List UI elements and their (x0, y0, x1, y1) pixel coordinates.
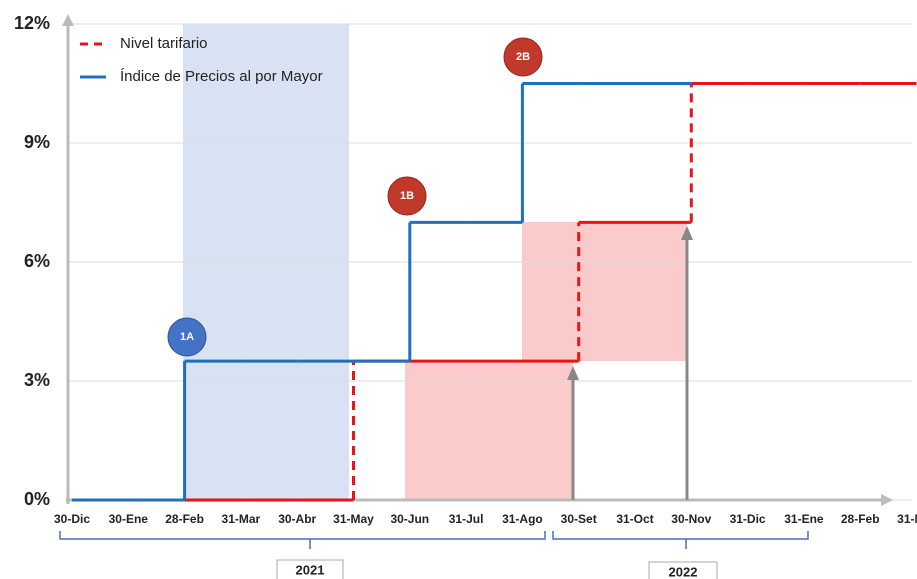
annotation-marker (167, 317, 207, 357)
y-axis-arrow (62, 14, 74, 26)
x-tick-label: 30-Ene (109, 512, 149, 526)
year-bracket (59, 531, 546, 549)
annotation-marker (503, 37, 543, 77)
y-tick-label: 0% (24, 489, 50, 509)
legend-label: Nivel tarifario (120, 35, 208, 52)
year-box (648, 561, 718, 579)
year-label: 2021 (296, 562, 325, 577)
x-tick-label: 31-Jul (449, 512, 484, 526)
y-tick-label: 6% (24, 251, 50, 271)
x-tick-label: 31-Dic (730, 512, 766, 526)
x-axis-arrow (881, 494, 893, 506)
x-tick-label: 31-Mar (222, 512, 261, 526)
x-tick-label: 31-Mar (897, 512, 917, 526)
y-tick-label: 9% (24, 132, 50, 152)
x-tick-label: 30-Jun (390, 512, 429, 526)
y-tick-label: 3% (24, 370, 50, 390)
shaded-region (405, 361, 573, 500)
x-tick-label: 30-Set (561, 512, 597, 526)
x-tick-label: 30-Abr (278, 512, 316, 526)
arrow-head (681, 226, 693, 240)
annotation: 1A (180, 331, 194, 343)
x-tick-label: 31-Ago (502, 512, 543, 526)
x-tick-label: 28-Feb (165, 512, 204, 526)
annotation: 2B (516, 51, 530, 63)
x-tick-label: 30-Nov (671, 512, 711, 526)
annotation-marker (387, 176, 427, 216)
year-bracket (552, 531, 809, 549)
legend-label: Índice de Precios al por Mayor (120, 68, 323, 85)
x-tick-label: 28-Feb (841, 512, 880, 526)
x-tick-label: 31-May (333, 512, 374, 526)
arrow-head (567, 366, 579, 380)
year-label: 2022 (669, 564, 698, 579)
year-box (276, 559, 344, 579)
y-tick-label: 12% (14, 13, 50, 33)
x-tick-label: 31-Ene (784, 512, 824, 526)
x-tick-label: 30-Dic (54, 512, 90, 526)
shaded-region (522, 222, 687, 361)
annotation: 1B (400, 190, 414, 202)
x-tick-label: 31-Oct (616, 512, 653, 526)
